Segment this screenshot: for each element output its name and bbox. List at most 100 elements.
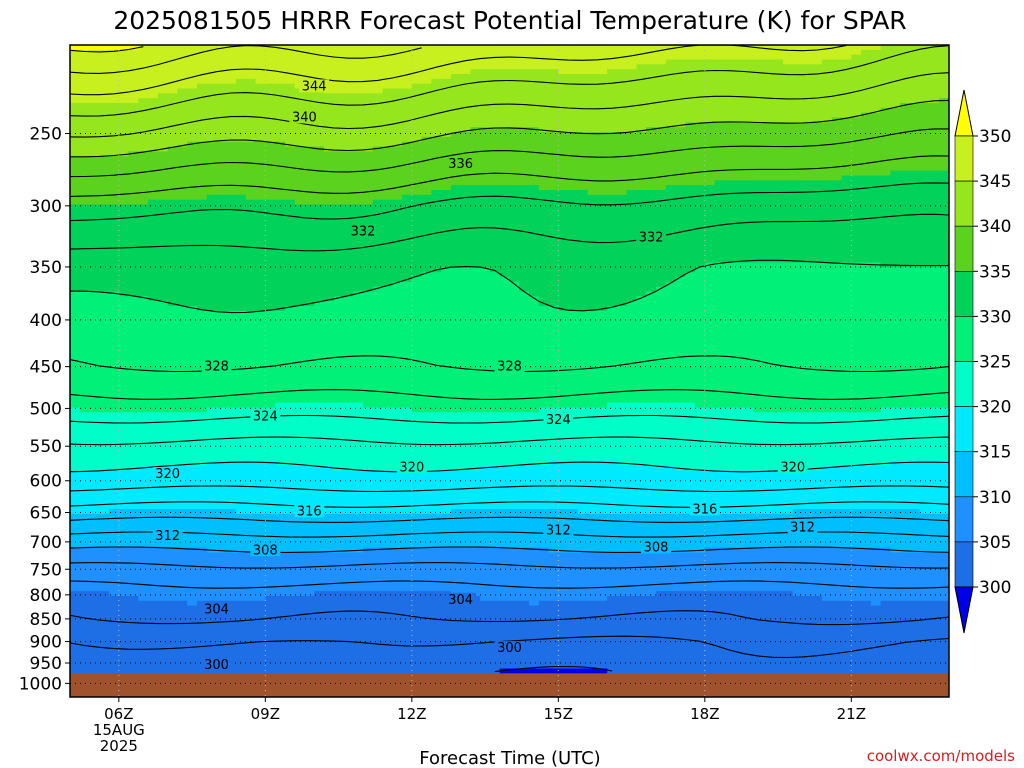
theta-cell: [148, 83, 159, 90]
theta-cell: [128, 74, 139, 80]
theta-cell: [489, 223, 501, 230]
theta-cell: [704, 88, 716, 94]
theta-cell: [304, 305, 315, 312]
theta-cell: [460, 175, 472, 181]
theta-cell: [411, 151, 423, 157]
theta-cell: [304, 267, 315, 273]
theta-cell: [411, 117, 423, 123]
theta-cell: [402, 281, 413, 288]
theta-cell: [343, 214, 354, 220]
theta-cell: [665, 185, 677, 191]
theta-cell: [773, 69, 784, 75]
theta-cell: [704, 214, 716, 220]
theta-cell: [236, 165, 247, 172]
theta-cell: [880, 127, 891, 133]
theta-cell: [685, 93, 696, 99]
theta-cell: [870, 214, 882, 220]
theta-cell: [157, 199, 169, 206]
theta-cell: [616, 88, 628, 94]
theta-cell: [304, 151, 315, 157]
theta-cell: [382, 190, 393, 196]
theta-cell: [577, 151, 589, 157]
theta-cell: [275, 223, 286, 230]
theta-cell: [548, 69, 559, 75]
theta-cell: [636, 175, 647, 181]
theta-cell: [909, 194, 921, 201]
theta-cell: [509, 257, 520, 264]
theta-cell: [304, 175, 315, 181]
theta-cell: [236, 296, 247, 302]
theta-cell: [529, 228, 540, 235]
theta-cell: [284, 69, 296, 75]
theta-cell: [187, 286, 198, 293]
theta-cell: [275, 180, 286, 186]
theta-cell: [792, 103, 804, 109]
theta-cell: [343, 151, 354, 157]
theta-cell: [206, 296, 218, 302]
theta-cell: [587, 267, 598, 273]
theta-cell: [851, 223, 862, 230]
theta-cell: [314, 98, 325, 104]
theta-cell: [890, 243, 901, 249]
theta-cell: [118, 64, 130, 70]
theta-cell: [265, 267, 276, 273]
theta-cell: [656, 218, 667, 225]
theta-cell: [411, 132, 423, 138]
theta-cell: [577, 127, 589, 133]
theta-cell: [812, 117, 823, 123]
theta-cell: [616, 141, 628, 148]
theta-cell: [255, 267, 266, 273]
theta-cell: [255, 214, 266, 220]
theta-cell: [753, 156, 765, 162]
theta-cell: [265, 175, 276, 181]
theta-cell: [460, 117, 472, 123]
theta-cell: [519, 214, 530, 220]
theta-cell: [597, 54, 608, 61]
theta-cell: [177, 223, 188, 230]
theta-cell: [265, 286, 276, 293]
theta-cell: [587, 88, 598, 94]
theta-cell: [890, 180, 901, 186]
theta-cell: [568, 93, 579, 99]
theta-cell: [822, 262, 833, 268]
theta-cell: [226, 165, 237, 172]
theta-cell: [128, 146, 139, 152]
theta-cell: [333, 301, 345, 307]
theta-cell: [548, 185, 559, 191]
theta-cell: [265, 223, 276, 230]
theta-cell: [489, 209, 501, 215]
theta-cell: [206, 175, 218, 181]
theta-cell: [167, 136, 179, 143]
theta-cell: [509, 305, 520, 312]
theta-cell: [314, 54, 325, 61]
theta-cell: [577, 45, 589, 51]
theta-cell: [216, 257, 227, 264]
theta-cell: [529, 190, 540, 196]
theta-cell: [363, 276, 374, 283]
theta-cell: [812, 305, 823, 312]
theta-cell: [353, 185, 364, 191]
theta-cell: [148, 88, 159, 94]
theta-cell: [577, 170, 589, 177]
theta-cell: [919, 141, 931, 148]
theta-cell: [402, 49, 413, 56]
theta-cell: [743, 112, 755, 119]
theta-cell: [450, 127, 462, 133]
theta-cell: [206, 165, 218, 172]
theta-cell: [226, 59, 237, 65]
theta-cell: [236, 59, 247, 65]
theta-cell: [353, 146, 364, 152]
theta-cell: [372, 209, 384, 215]
theta-cell: [343, 88, 354, 94]
theta-cell: [411, 291, 423, 297]
theta-cell: [470, 267, 481, 273]
theta-cell: [665, 223, 677, 230]
theta-cell: [138, 281, 149, 288]
theta-cell: [187, 204, 198, 210]
theta-cell: [411, 276, 423, 283]
theta-cell: [538, 146, 550, 152]
theta-cell: [206, 310, 218, 317]
theta-cell: [480, 190, 491, 196]
theta-cell: [870, 238, 882, 244]
theta-cell: [489, 301, 501, 307]
